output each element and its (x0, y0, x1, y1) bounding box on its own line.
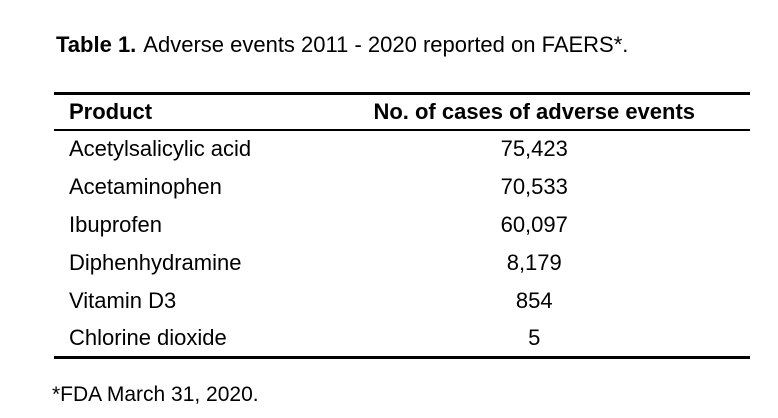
table-row: Ibuprofen 60,097 (54, 206, 750, 244)
product-cell: Ibuprofen (69, 211, 162, 237)
table-caption-label: Table 1. (56, 32, 137, 57)
product-cell: Chlorine dioxide (69, 324, 227, 350)
table-header-row: Product No. of cases of adverse events (54, 93, 750, 131)
table-row: Diphenhydramine 8,179 (54, 244, 750, 282)
adverse-events-table: Product No. of cases of adverse events A… (54, 92, 750, 359)
column-header-cases: No. of cases of adverse events (318, 93, 750, 131)
product-cell: Vitamin D3 (69, 287, 177, 313)
cases-cell: 75,423 (500, 136, 568, 161)
cases-cell: 854 (515, 287, 553, 313)
product-cell: Acetylsalicylic acid (69, 136, 252, 161)
cases-cell: 70,533 (500, 173, 568, 199)
cases-cell: 8,179 (506, 249, 562, 275)
cases-cell: 60,097 (500, 211, 568, 237)
table-row: Acetylsalicylic acid 75,423 (54, 130, 750, 168)
table-row: Acetaminophen 70,533 (54, 168, 750, 206)
table-caption: Table 1. Adverse events 2011 - 2020 repor… (56, 32, 628, 57)
table-caption-text: Adverse events 2011 - 2020 reported on F… (143, 32, 629, 57)
column-header-product: Product (54, 93, 319, 131)
table-row: Vitamin D3 854 (54, 282, 750, 320)
product-cell: Acetaminophen (69, 173, 222, 199)
table-footnote: *FDA March 31, 2020. (52, 383, 259, 406)
product-cell: Diphenhydramine (69, 249, 242, 275)
table-row: Chlorine dioxide 5 (54, 320, 750, 358)
cases-cell: 5 (528, 324, 541, 350)
